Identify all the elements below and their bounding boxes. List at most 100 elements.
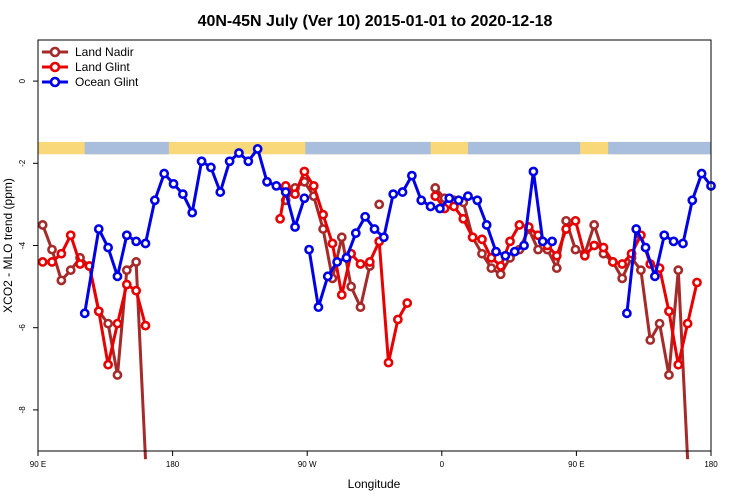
data-point [561,215,572,226]
y-tick-label: -6 [18,324,27,332]
data-point [682,318,693,329]
data-point [617,273,628,284]
data-point [659,230,670,241]
data-point [640,242,651,253]
data-point [570,244,581,255]
data-point [397,187,408,197]
data-point [537,236,548,247]
data-point [252,144,263,154]
data-point [290,189,300,200]
plot-frame [37,39,712,452]
data-point [435,203,445,214]
data-point [509,246,520,257]
data-point [486,263,497,274]
y-axis-label: XCO2 - MLO trend (ppm) [1,178,15,313]
data-point [234,148,244,158]
data-point [350,228,361,239]
data-point [579,250,590,261]
data-point [313,302,324,313]
data-point [112,370,123,380]
data-point [65,265,76,276]
ocean-band-segment [305,141,431,155]
data-point [500,250,511,261]
data-point [388,189,399,200]
data-point [112,318,123,329]
data-point [392,314,403,325]
data-point [486,252,497,263]
data-point [299,166,310,177]
data-point [140,238,151,249]
x-tick-label: 0 [440,460,445,469]
data-point [37,257,48,267]
data-point [570,215,581,226]
data-point [112,271,123,282]
data-point [463,191,473,202]
data-point [481,220,492,230]
data-point [103,318,114,329]
y-tick-label: -4 [18,241,27,249]
data-point [332,257,343,267]
data-point [430,183,441,193]
series-land-glint [37,166,702,370]
data-point [561,224,572,234]
series-layer [37,144,716,460]
data-point [696,168,707,179]
data-point [453,195,464,206]
series-line [83,147,306,314]
data-point [103,242,114,253]
data-point [364,257,375,267]
data-point [416,195,427,206]
data-point [121,265,132,276]
data-point [290,222,300,232]
data-point [664,306,674,317]
data-point [149,195,160,206]
data-point [196,156,207,167]
data-point [598,242,609,253]
data-point [402,298,413,308]
data-point [654,318,665,329]
data-point [551,263,562,274]
data-point [93,306,104,317]
series-line [278,170,409,365]
data-point [491,246,501,257]
ocean-band-segment [84,141,169,155]
data-point [528,166,539,177]
series-line [625,172,713,314]
data-point [650,271,660,282]
data-point [514,220,525,230]
data-point [79,308,90,319]
data-point [224,156,235,167]
data-point [243,156,254,167]
y-tick-label: 0 [18,78,27,83]
data-point [168,178,179,189]
data-point [65,230,76,241]
data-point [668,236,679,247]
legend-label: Ocean Glint [75,75,139,89]
data-point [406,170,417,181]
data-point [589,220,600,230]
data-point [355,302,366,313]
chart-title: 40N-45N July (Ver 10) 2015-01-01 to 2020… [198,13,553,30]
data-point [140,320,151,331]
x-axis-label: Longitude [348,477,401,491]
data-point [131,257,142,267]
data-point [56,275,67,286]
x-axis: 90 E 180 90 W 0 90 E 180 [30,451,718,469]
data-point [355,259,366,269]
legend-label: Land Nadir [75,45,134,59]
data-point [308,181,319,191]
data-point [692,277,702,288]
data-point [533,244,543,255]
data-point [327,238,338,249]
data-point [322,271,333,282]
data-point [47,244,57,255]
data-point [206,162,216,173]
legend-marker [49,46,61,58]
data-point [37,220,48,230]
data-point [467,232,478,243]
land-mask-band [38,141,711,155]
data-point [262,176,272,187]
data-point [495,269,506,280]
data-point [341,252,352,263]
